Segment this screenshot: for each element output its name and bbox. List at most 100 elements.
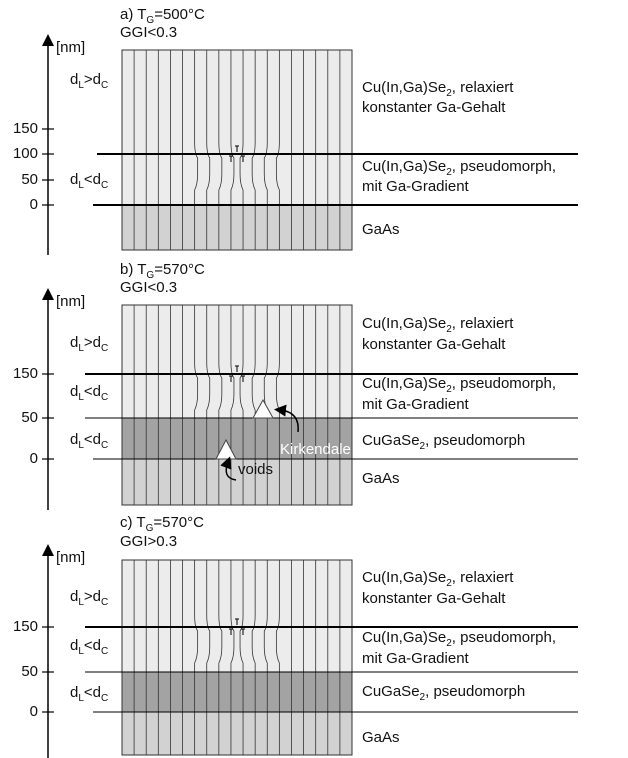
tick-label: 150 xyxy=(13,365,38,382)
layer-fill xyxy=(122,305,352,418)
subscript: G xyxy=(146,270,154,281)
tick-label: 0 xyxy=(30,703,38,720)
d-label: dL>dC xyxy=(70,588,108,608)
subscript: L xyxy=(78,440,84,451)
layer-label: GaAs xyxy=(362,729,400,746)
subscript: L xyxy=(78,80,84,91)
text-span: GaAs xyxy=(362,221,400,238)
column-line xyxy=(239,305,244,505)
subscript: 2 xyxy=(446,167,452,178)
column-line xyxy=(206,305,211,505)
tick-label: 50 xyxy=(21,171,38,188)
column-line xyxy=(194,560,199,755)
subscript: 2 xyxy=(446,638,452,649)
layer-label: Cu(In,Ga)Se2, pseudomorph, xyxy=(362,375,556,395)
text-span: >d xyxy=(84,71,101,88)
column-line xyxy=(239,50,244,250)
layer-label: konstanter Ga-Gehalt xyxy=(362,590,506,607)
subscript: C xyxy=(101,693,108,704)
subscript: 2 xyxy=(446,384,452,395)
tick-label: 0 xyxy=(30,196,38,213)
d-label: dL<dC xyxy=(70,684,108,704)
axis-unit: [nm] xyxy=(56,293,85,310)
block-border xyxy=(121,49,353,251)
subscript: L xyxy=(78,597,84,608)
text-span: <d xyxy=(84,684,101,701)
text-span: Cu(In,Ga)Se xyxy=(362,569,446,586)
dislocation xyxy=(235,365,239,372)
voids-label: Kirkendale xyxy=(280,441,351,458)
layer-label: Cu(In,Ga)Se2, pseudomorph, xyxy=(362,158,556,178)
axis-unit: [nm] xyxy=(56,549,85,566)
column-line xyxy=(206,560,211,755)
layer-fill xyxy=(122,418,352,459)
dislocation xyxy=(235,145,239,152)
text-span: d xyxy=(70,171,78,188)
text-span: =570°C xyxy=(153,514,204,531)
layer-label: CuGaSe2, pseudomorph xyxy=(362,683,525,703)
text-span: >d xyxy=(84,334,101,351)
arrow xyxy=(220,456,237,481)
d-label: dL<dC xyxy=(70,383,108,403)
text-span: c) T xyxy=(120,514,146,531)
text-span: Cu(In,Ga)Se xyxy=(362,315,446,332)
arrow xyxy=(274,404,299,433)
void xyxy=(252,398,274,419)
text-span: Cu(In,Ga)Se xyxy=(362,158,446,175)
panel-title: a) TG=500°C xyxy=(120,6,205,26)
text-span: <d xyxy=(84,431,101,448)
dislocation xyxy=(241,375,245,382)
subscript: 2 xyxy=(446,88,452,99)
layer-fill xyxy=(122,205,352,250)
text-span: d xyxy=(70,684,78,701)
layer-fill xyxy=(122,672,352,712)
panel-title: b) TG=570°C xyxy=(120,261,205,281)
text-span: , pseudomorph xyxy=(425,432,525,449)
tick-label: 150 xyxy=(13,618,38,635)
text-span: mit Ga-Gradient xyxy=(362,178,470,195)
layer-fill xyxy=(122,560,352,672)
tick-label: 100 xyxy=(13,145,38,162)
dislocation xyxy=(229,628,233,635)
d-label: dL>dC xyxy=(70,334,108,354)
tick-label: 150 xyxy=(13,120,38,137)
d-label: dL<dC xyxy=(70,171,108,191)
layer-label: Cu(In,Ga)Se2, pseudomorph, xyxy=(362,629,556,649)
dislocation xyxy=(229,155,233,162)
text-span: <d xyxy=(84,383,101,400)
text-span: , pseudomorph, xyxy=(452,629,556,646)
column-line xyxy=(218,50,223,250)
text-span: >d xyxy=(84,588,101,605)
tick-label: 50 xyxy=(21,409,38,426)
text-span: , pseudomorph xyxy=(425,683,525,700)
text-span: =570°C xyxy=(154,261,205,278)
column-line xyxy=(230,305,235,505)
text-span: a) T xyxy=(120,6,146,23)
text-span: GaAs xyxy=(362,729,400,746)
layer-fill xyxy=(122,50,352,205)
column-line xyxy=(275,560,280,755)
text-span: d xyxy=(70,588,78,605)
text-span: , relaxiert xyxy=(452,315,515,332)
column-line xyxy=(218,305,223,505)
text-span: d xyxy=(70,71,78,88)
column-line xyxy=(251,560,256,755)
layer-label: mit Ga-Gradient xyxy=(362,650,470,667)
subscript: 2 xyxy=(420,441,426,452)
tick-label: 50 xyxy=(21,663,38,680)
text-span: CuGaSe xyxy=(362,683,420,700)
subscript: L xyxy=(78,343,84,354)
subscript: C xyxy=(101,392,108,403)
subscript: 2 xyxy=(446,324,452,335)
layer-label: mit Ga-Gradient xyxy=(362,396,470,413)
dislocation xyxy=(235,618,239,625)
text-span: , pseudomorph, xyxy=(452,158,556,175)
layer-label: GaAs xyxy=(362,470,400,487)
layer-label: CuGaSe2, pseudomorph xyxy=(362,432,525,452)
ggi-label: GGI<0.3 xyxy=(120,279,177,296)
subscript: G xyxy=(146,15,154,26)
subscript: C xyxy=(101,646,108,657)
layer-label: konstanter Ga-Gehalt xyxy=(362,99,506,116)
panel-title: c) TG=570°C xyxy=(120,514,204,534)
